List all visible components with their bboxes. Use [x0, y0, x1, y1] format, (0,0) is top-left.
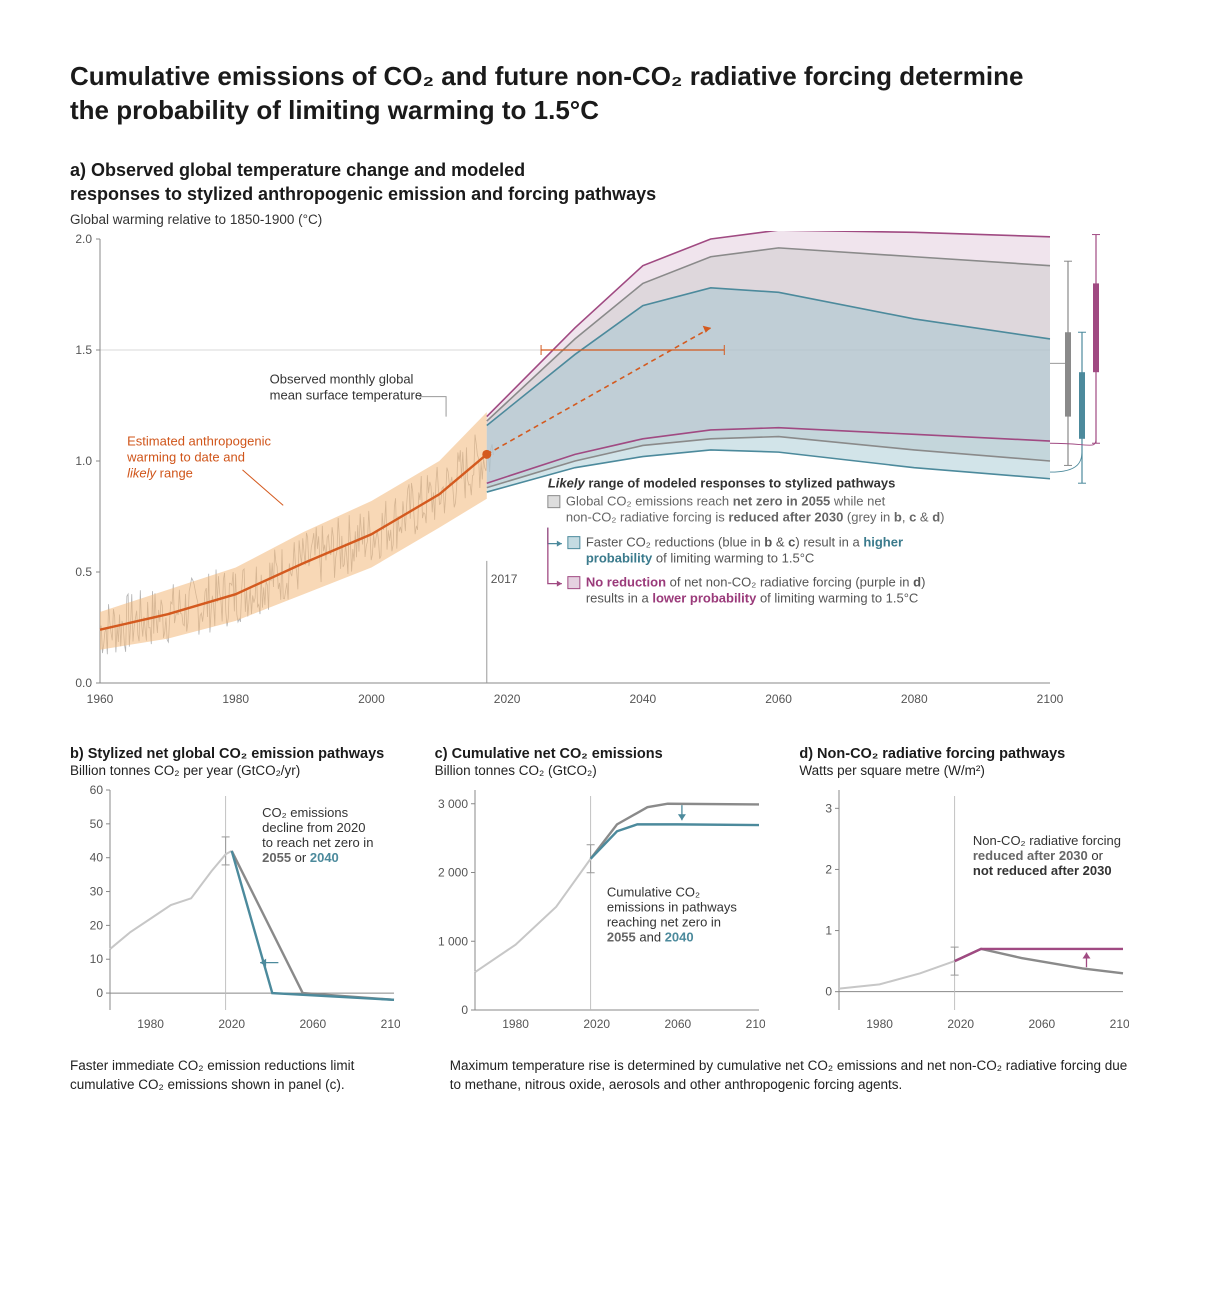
svg-text:0: 0: [96, 986, 103, 1000]
svg-text:2.0: 2.0: [75, 232, 92, 246]
panel-d: d) Non-CO₂ radiative forcing pathways Wa…: [799, 746, 1136, 1039]
svg-text:1980: 1980: [867, 1017, 894, 1031]
svg-text:1980: 1980: [502, 1017, 529, 1031]
svg-text:3 000: 3 000: [438, 797, 468, 811]
svg-text:Likely range of modeled respon: Likely range of modeled responses to sty…: [548, 476, 896, 491]
svg-text:2060: 2060: [300, 1017, 327, 1031]
svg-text:Non-CO₂ radiative forcing: Non-CO₂ radiative forcing: [973, 833, 1121, 848]
svg-text:1980: 1980: [222, 692, 249, 706]
panel-a-chart: 0.0 0.5 1.0 1.5 2.0 1960 1980 2000 2020 2040 2060 2…: [70, 231, 1130, 711]
svg-text:decline from 2020: decline from 2020: [262, 820, 365, 835]
svg-text:Global CO₂ emissions reach net: Global CO₂ emissions reach net zero in 2…: [566, 494, 886, 509]
svg-text:CO₂ emissions: CO₂ emissions: [262, 805, 348, 820]
svg-text:2020: 2020: [948, 1017, 975, 1031]
svg-text:0.5: 0.5: [75, 565, 92, 579]
svg-text:non-CO₂ radiative forcing is r: non-CO₂ radiative forcing is reduced aft…: [566, 510, 945, 525]
panel-c-sub: Billion tonnes CO₂ (GtCO₂): [435, 763, 772, 778]
svg-text:0: 0: [826, 985, 833, 999]
panel-a-heading: a) Observed global temperature change an…: [70, 158, 1136, 207]
svg-text:2060: 2060: [765, 692, 792, 706]
svg-text:probability of limiting warmin: probability of limiting warming to 1.5°C: [586, 551, 814, 566]
svg-text:2080: 2080: [901, 692, 928, 706]
footnotes: Faster immediate CO₂ emission reductions…: [70, 1057, 1136, 1095]
panel-d-sub: Watts per square metre (W/m²): [799, 763, 1136, 778]
svg-text:0.0: 0.0: [75, 676, 92, 690]
svg-text:2060: 2060: [664, 1017, 691, 1031]
panel-c: c) Cumulative net CO₂ emissions Billion …: [435, 746, 772, 1039]
svg-text:1 000: 1 000: [438, 934, 468, 948]
svg-text:1980: 1980: [137, 1017, 164, 1031]
svg-text:1.5: 1.5: [75, 343, 92, 357]
panel-b: b) Stylized net global CO₂ emission path…: [70, 746, 407, 1039]
svg-text:2055 and 2040: 2055 and 2040: [607, 930, 694, 945]
svg-text:Cumulative CO₂: Cumulative CO₂: [607, 885, 700, 900]
svg-text:40: 40: [90, 851, 104, 865]
svg-text:60: 60: [90, 784, 104, 797]
panel-b-sub: Billion tonnes CO₂ per year (GtCO₂/yr): [70, 763, 407, 778]
svg-text:1960: 1960: [87, 692, 114, 706]
svg-text:reduced after 2030 or: reduced after 2030 or: [973, 848, 1104, 863]
main-title: Cumulative emissions of CO₂ and future n…: [70, 60, 1050, 128]
svg-text:2020: 2020: [583, 1017, 610, 1031]
svg-text:2100: 2100: [745, 1017, 764, 1031]
svg-text:2100: 2100: [1110, 1017, 1129, 1031]
svg-text:20: 20: [90, 919, 104, 933]
panel-d-chart: 0 1 2 3 1980 2020 2060 2100 Non-CO₂ radiative fo…: [799, 784, 1129, 1034]
svg-text:likely range: likely range: [127, 466, 193, 481]
footnote-cd: Maximum temperature rise is determined b…: [450, 1057, 1136, 1095]
svg-text:3: 3: [826, 802, 833, 816]
svg-text:Faster CO₂ reductions (blue in: Faster CO₂ reductions (blue in b & c) re…: [586, 535, 903, 550]
panel-a-y-title: Global warming relative to 1850-1900 (°C…: [70, 212, 1136, 227]
svg-text:0: 0: [461, 1003, 468, 1017]
svg-text:2: 2: [826, 863, 833, 877]
svg-text:50: 50: [90, 817, 104, 831]
svg-text:to reach net zero in: to reach net zero in: [262, 835, 373, 850]
svg-text:2000: 2000: [358, 692, 385, 706]
panel-b-title: b) Stylized net global CO₂ emission path…: [70, 746, 407, 762]
svg-text:2020: 2020: [494, 692, 521, 706]
panel-a: a) Observed global temperature change an…: [70, 158, 1136, 717]
svg-text:results in a lower probability: results in a lower probability of limiti…: [586, 591, 918, 606]
svg-text:2040: 2040: [630, 692, 657, 706]
svg-text:2100: 2100: [381, 1017, 400, 1031]
footnote-b: Faster immediate CO₂ emission reductions…: [70, 1057, 422, 1095]
svg-text:10: 10: [90, 952, 104, 966]
svg-text:2020: 2020: [218, 1017, 245, 1031]
svg-text:2017: 2017: [491, 572, 518, 586]
svg-text:Estimated anthropogenic: Estimated anthropogenic: [127, 434, 271, 449]
panel-b-chart: 0 10 20 30 40 50 60 1980 2020 2060 2100 CO₂ emissio…: [70, 784, 400, 1034]
svg-text:2 000: 2 000: [438, 866, 468, 880]
svg-text:1.0: 1.0: [75, 454, 92, 468]
svg-text:not reduced after 2030: not reduced after 2030: [973, 863, 1112, 878]
svg-text:reaching net zero in: reaching net zero in: [607, 915, 721, 930]
panel-c-chart: 0 1 000 2 000 3 000 1980 2020 2060 2100 Cumulati…: [435, 784, 765, 1034]
svg-text:2100: 2100: [1037, 692, 1064, 706]
panel-d-title: d) Non-CO₂ radiative forcing pathways: [799, 746, 1136, 762]
svg-text:2060: 2060: [1029, 1017, 1056, 1031]
svg-text:No reduction of net non-CO₂ ra: No reduction of net non-CO₂ radiative fo…: [586, 575, 926, 590]
svg-text:30: 30: [90, 885, 104, 899]
panel-c-title: c) Cumulative net CO₂ emissions: [435, 746, 772, 762]
svg-text:1: 1: [826, 924, 833, 938]
svg-text:warming to date and: warming to date and: [126, 450, 245, 465]
svg-text:mean surface temperature: mean surface temperature: [270, 387, 422, 402]
svg-text:Observed monthly global: Observed monthly global: [270, 371, 414, 386]
svg-text:2055 or 2040: 2055 or 2040: [262, 850, 339, 865]
svg-text:emissions in pathways: emissions in pathways: [607, 900, 738, 915]
